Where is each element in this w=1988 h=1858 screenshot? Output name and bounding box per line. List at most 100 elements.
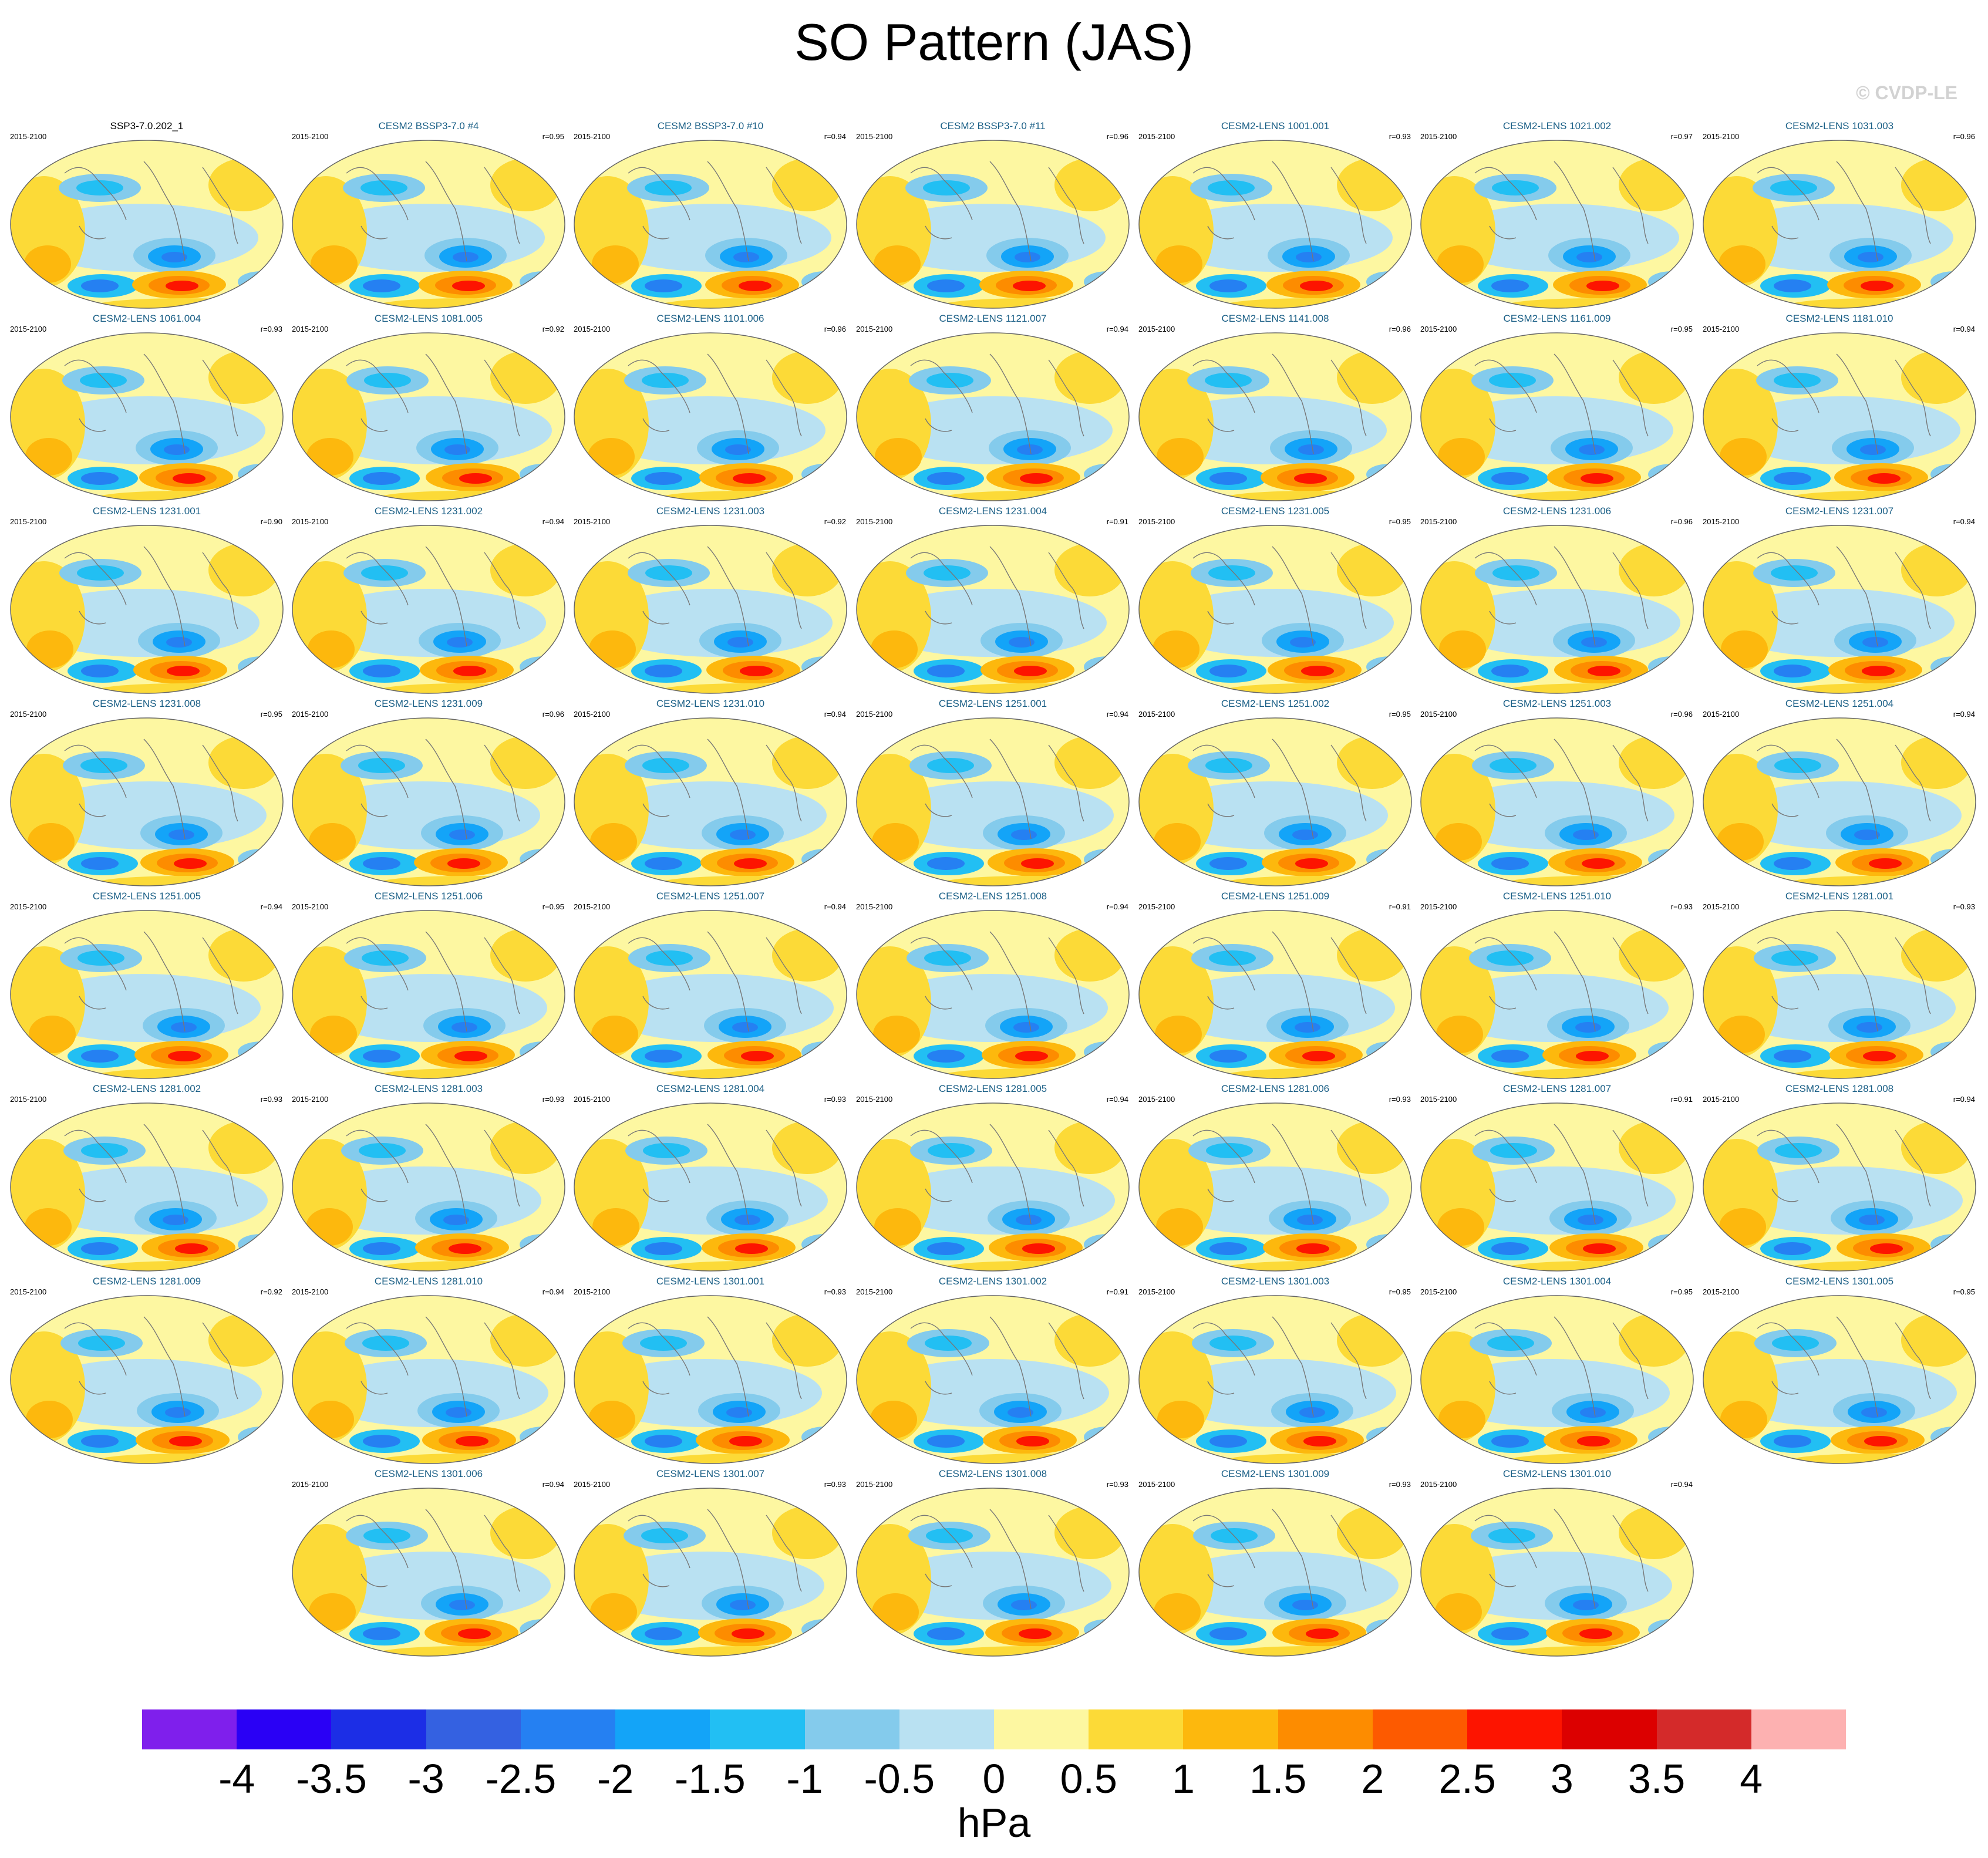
south-pacific-low-core [1015,252,1040,262]
map-panel: CESM2-LENS 1231.003 2015-2100 r=0.92 [572,505,848,698]
panel-years: 2015-2100 [292,517,329,526]
north-atlantic-warm [1337,736,1407,789]
map-border [1420,910,1694,1079]
panel-title: CESM2-LENS 1001.001 [1221,120,1330,131]
southern-low-east [1930,464,1976,485]
south-pacific-low-core [727,637,753,648]
southern-high-core [740,666,773,676]
panel-years: 2015-2100 [292,1480,329,1489]
slp-anomaly-map [574,525,847,694]
slp-anomaly-map [1703,1102,1976,1272]
west-warm-core [1721,630,1768,668]
north-atlantic-warm [490,351,561,404]
north-pacific-core [1487,1336,1534,1351]
map-border [1138,717,1412,886]
south-pacific-low-core [1859,1215,1885,1225]
north-atlantic-warm [1901,1121,1972,1174]
southern-low-west-core [927,1050,965,1063]
south-pacific-low-core [1011,829,1037,840]
southern-low-east [1648,849,1693,870]
map-border [1703,717,1976,886]
colorbar-segment [1183,1709,1279,1749]
map-panel: CESM2-LENS 1231.008 2015-2100 r=0.95 [9,698,285,891]
north-pacific-core [361,565,408,581]
slp-anomaly-map [292,332,565,501]
map-panel: CESM2-LENS 1231.004 2015-2100 r=0.91 [855,505,1131,698]
coastlines [910,161,1084,262]
slp-anomaly-map [856,1102,1130,1272]
slp-anomaly-map [292,1488,565,1657]
west-warm-core [1156,1208,1203,1246]
north-pacific-core [1208,565,1255,581]
north-atlantic-warm [1054,544,1125,596]
north-atlantic-warm [1901,736,1972,789]
map-border [10,910,284,1079]
slp-anomaly-map [1138,910,1412,1079]
panel-title: CESM2-LENS 1281.010 [374,1276,483,1287]
west-warm-core [588,1401,635,1438]
panel-years: 2015-2100 [856,132,893,141]
figure-title: SO Pattern (JAS) [794,13,1194,71]
north-pacific-core [927,758,974,773]
map-panel: CESM2-LENS 1231.009 2015-2100 r=0.96 [291,698,567,891]
panel-years: 2015-2100 [1703,1287,1740,1296]
west-warm-core [26,630,73,668]
south-pacific-low-core [1575,1022,1601,1033]
southern-low-east [1084,464,1129,485]
panel-title: CESM2-LENS 1251.009 [1221,891,1330,902]
colorbar-tick: 3 [1550,1756,1573,1802]
south-pacific-low-core [1298,444,1324,455]
west-warm-core [591,1016,638,1053]
slp-anomaly-map [1420,1102,1694,1272]
southern-low-west-core [363,857,400,870]
panel-title: CESM2-LENS 1251.002 [1221,698,1330,709]
coastlines [346,546,520,647]
colorbar-segment [1278,1709,1373,1749]
southern-high-core [1013,281,1046,291]
north-atlantic-warm [1337,159,1407,211]
map-border [10,140,284,309]
panel-correlation: r=0.93 [1389,132,1411,141]
map-border [1420,1102,1694,1272]
panel-title: CESM2 BSSP3-7.0 #11 [940,120,1046,131]
north-atlantic-warm [772,1314,843,1367]
slp-anomaly-map [856,1488,1130,1657]
north-atlantic-warm [772,1121,843,1174]
map-border [574,717,847,886]
coastlines [1757,1316,1931,1417]
panel-title: CESM2-LENS 1231.005 [1221,505,1330,517]
colorbar-tick: -2.5 [485,1756,557,1802]
coastlines [1192,1509,1367,1610]
slp-anomaly-map [574,140,847,309]
north-pacific-core [362,950,409,966]
southern-low-east [1648,271,1693,292]
coastlines [1474,161,1649,262]
west-warm-core [1435,823,1482,861]
colorbar-segment [520,1709,616,1749]
coastlines [64,1316,238,1417]
map-border [292,1295,565,1464]
map-panel: CESM2-LENS 1301.004 2015-2100 r=0.95 [1419,1276,1695,1468]
panel-years: 2015-2100 [10,710,47,719]
north-atlantic-warm [1337,1121,1407,1174]
watermark: © CVDP-LE [1856,82,1957,103]
coastlines [1757,546,1931,647]
slp-anomaly-map [856,910,1130,1079]
map-panel: CESM2-LENS 1301.002 2015-2100 r=0.91 [855,1276,1131,1468]
south-pacific-low-core [1854,829,1880,840]
colorbar-segment [899,1709,995,1749]
slp-anomaly-map [1420,717,1694,886]
west-warm-core [308,630,355,668]
southern-low-east [1084,849,1129,870]
southern-low-east [801,271,847,292]
map-border [856,1295,1130,1464]
colorbar-segment [1562,1709,1657,1749]
map-border [574,1102,847,1272]
southern-high-core [739,281,771,291]
slp-anomaly-map [856,332,1130,501]
southern-high-core [169,1436,202,1446]
panel-title: CESM2-LENS 1061.004 [92,313,201,324]
colorbar-tick: 0.5 [1060,1756,1117,1802]
colorbar-tick: -0.5 [864,1756,935,1802]
west-warm-core [309,823,356,861]
